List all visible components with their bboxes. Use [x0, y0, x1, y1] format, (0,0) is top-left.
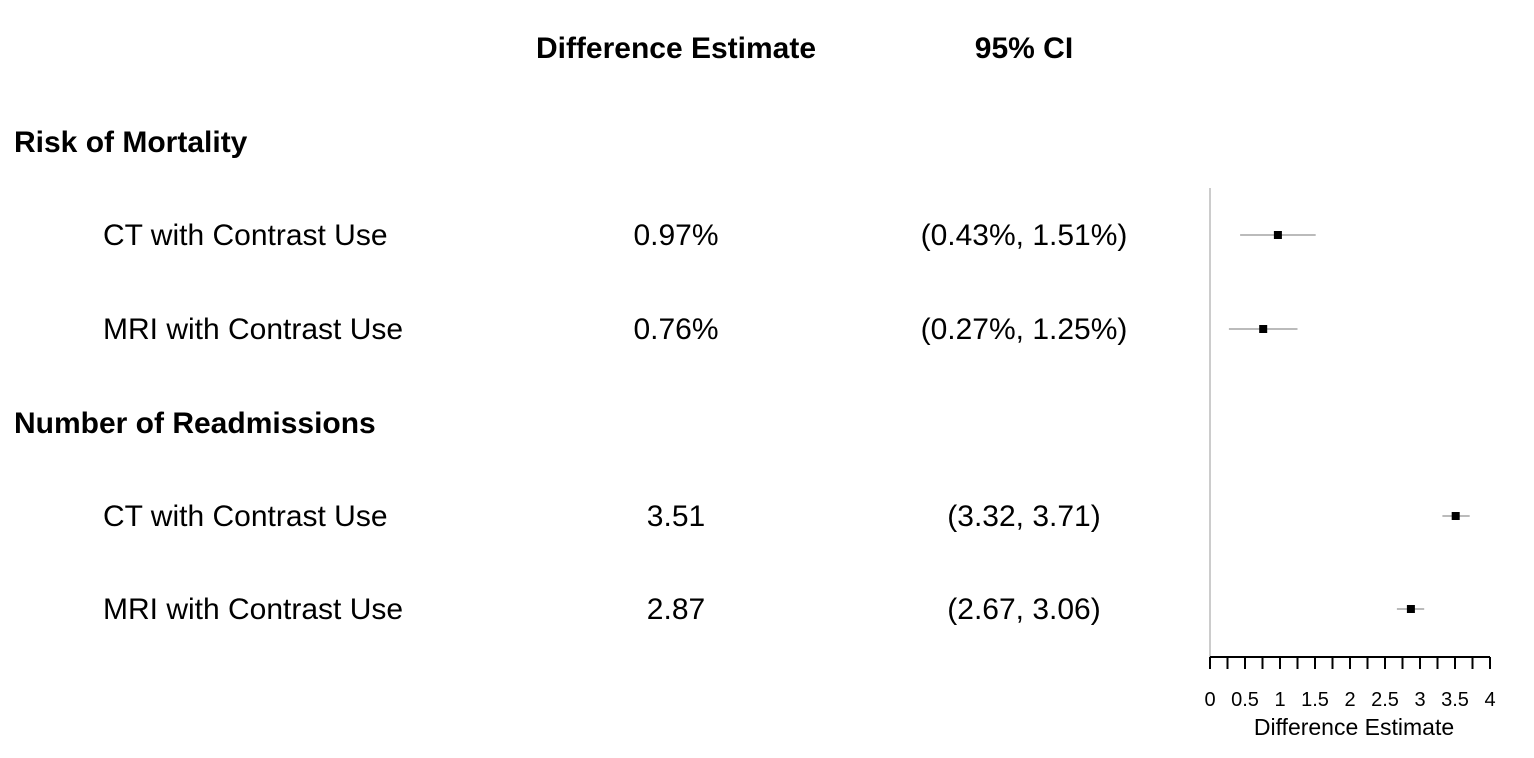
x-tick-label: 0	[1204, 689, 1215, 711]
x-tick-label: 2.5	[1371, 689, 1399, 711]
x-axis-label: Difference Estimate	[1254, 714, 1454, 740]
group-title-readmissions: Number of Readmissions	[14, 407, 376, 440]
x-tick-label: 1	[1274, 689, 1285, 711]
row-ci: (0.27%, 1.25%)	[920, 313, 1128, 346]
point-estimate	[1406, 605, 1415, 613]
point-estimate	[1451, 512, 1460, 520]
ci-column-header: 95% CI	[974, 32, 1074, 65]
row-label: CT with Contrast Use	[103, 219, 388, 252]
point-estimate	[1273, 231, 1282, 239]
point-estimate	[1259, 325, 1268, 333]
group-title-mortality: Risk of Mortality	[14, 126, 248, 159]
row-estimate: 0.97%	[633, 219, 719, 252]
x-tick-label: 2	[1344, 689, 1355, 711]
x-tick-label: 4	[1484, 689, 1495, 711]
x-tick-label: 3.5	[1441, 689, 1469, 711]
row-label: CT with Contrast Use	[103, 500, 388, 533]
row-estimate: 3.51	[646, 500, 706, 533]
row-ci: (3.32, 3.71)	[947, 500, 1101, 533]
x-tick-label: 3	[1414, 689, 1425, 711]
row-estimate: 0.76%	[633, 313, 719, 346]
row-ci: (2.67, 3.06)	[947, 593, 1101, 626]
x-tick-label: 0.5	[1231, 689, 1259, 711]
row-label: MRI with Contrast Use	[103, 593, 404, 626]
row-ci: (0.43%, 1.51%)	[920, 219, 1128, 252]
estimate-column-header: Difference Estimate	[535, 32, 817, 65]
row-label: MRI with Contrast Use	[103, 313, 404, 346]
row-estimate: 2.87	[646, 593, 706, 626]
x-tick-label: 1.5	[1301, 689, 1329, 711]
